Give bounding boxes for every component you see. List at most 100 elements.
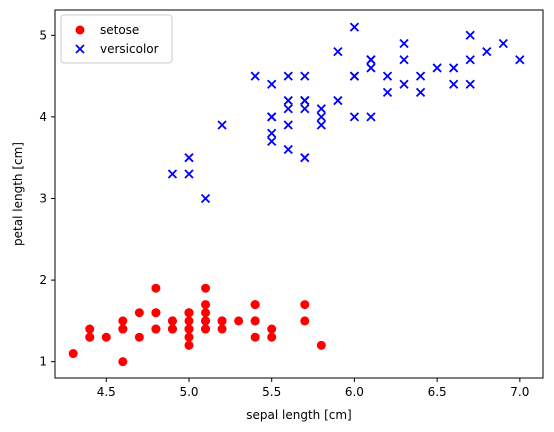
data-point-versicolor: [316, 104, 326, 114]
data-point-setose: [250, 316, 260, 326]
data-point-versicolor: [300, 153, 310, 163]
legend-symbol-versicolor: [75, 44, 85, 54]
legend-box: [60, 14, 173, 64]
x-tick-label: 6.0: [345, 385, 364, 399]
x-tick-label: 5.5: [262, 385, 281, 399]
data-point-setose: [184, 316, 194, 326]
legend-label-setose: setose: [100, 23, 139, 37]
data-point-versicolor: [498, 38, 508, 49]
data-point-versicolor: [300, 104, 310, 114]
data-point-setose: [101, 332, 111, 342]
y-tick-label: 5: [39, 28, 47, 42]
data-point-versicolor: [283, 104, 293, 114]
data-point-versicolor: [250, 71, 260, 81]
series-setose: [68, 283, 326, 367]
data-point-setose: [201, 300, 211, 310]
data-point-setose: [184, 332, 194, 342]
data-point-versicolor: [267, 112, 277, 122]
y-axis-ticks: 1 2 3 4 5: [39, 28, 55, 369]
data-point-setose: [151, 324, 161, 334]
data-point-versicolor: [283, 144, 293, 155]
data-point-versicolor: [415, 71, 426, 81]
data-point-versicolor: [349, 112, 360, 122]
data-point-setose: [184, 324, 194, 334]
x-tick-label: 5.0: [179, 385, 198, 399]
legend-label-versicolor: versicolor: [100, 42, 159, 56]
data-point-versicolor: [267, 79, 277, 89]
x-axis-label: sepal length [cm]: [246, 408, 351, 422]
data-point-setose: [167, 324, 177, 334]
data-point-setose: [184, 340, 194, 350]
data-point-versicolor: [316, 120, 326, 130]
data-point-versicolor: [415, 87, 426, 98]
data-point-versicolor: [399, 38, 409, 49]
data-point-versicolor: [349, 22, 360, 32]
data-point-setose: [151, 283, 161, 293]
data-point-versicolor: [465, 55, 475, 65]
data-point-versicolor: [316, 112, 326, 122]
data-point-versicolor: [449, 63, 459, 73]
data-point-setose: [267, 324, 277, 334]
data-point-versicolor: [366, 55, 376, 65]
legend-marker-versicolor: [75, 44, 85, 54]
data-point-setose: [118, 324, 128, 334]
data-point-versicolor: [267, 128, 277, 138]
data-point-setose: [234, 316, 244, 326]
data-point-versicolor: [333, 46, 343, 57]
data-point-versicolor: [465, 30, 475, 40]
data-point-versicolor: [465, 79, 475, 89]
data-point-versicolor: [184, 169, 194, 179]
data-point-versicolor: [283, 95, 293, 106]
data-point-versicolor: [399, 55, 409, 65]
data-point-setose: [250, 332, 260, 342]
data-point-versicolor: [217, 120, 227, 130]
data-point-versicolor: [184, 153, 194, 163]
data-point-versicolor: [482, 46, 492, 57]
legend-entry-versicolor: versicolor: [75, 42, 159, 56]
data-point-setose: [85, 332, 95, 342]
data-point-setose: [134, 332, 144, 342]
legend-marker-setose: [75, 25, 85, 35]
data-point-versicolor: [300, 71, 310, 81]
data-point-setose: [300, 316, 310, 326]
data-point-versicolor: [167, 169, 178, 179]
data-point-versicolor: [432, 63, 442, 73]
data-point-versicolor: [333, 95, 343, 106]
data-point-versicolor: [366, 112, 376, 122]
data-point-setose: [267, 332, 277, 342]
data-point-versicolor: [515, 55, 525, 65]
data-point-versicolor: [349, 71, 360, 81]
data-point-versicolor: [449, 79, 459, 89]
series-versicolor: [167, 22, 525, 204]
data-point-versicolor: [366, 63, 376, 73]
data-point-setose: [201, 308, 211, 318]
data-point-setose: [300, 300, 310, 310]
y-axis-label: petal length [cm]: [11, 142, 25, 246]
y-tick-label: 4: [39, 110, 47, 124]
legend: setose versicolor: [60, 14, 173, 64]
x-tick-label: 6.5: [428, 385, 447, 399]
plot-area: [55, 10, 543, 378]
data-point-versicolor: [399, 79, 409, 89]
y-tick-label: 2: [39, 273, 47, 287]
y-tick-label: 1: [39, 355, 47, 369]
data-point-setose: [201, 316, 211, 326]
data-point-setose: [201, 324, 211, 334]
data-point-versicolor: [283, 71, 293, 81]
data-points: [68, 22, 525, 367]
data-point-versicolor: [300, 95, 310, 106]
data-point-setose: [250, 300, 260, 310]
data-point-versicolor: [382, 87, 393, 98]
data-point-setose: [217, 324, 227, 334]
data-point-setose: [68, 349, 78, 359]
data-point-versicolor: [283, 120, 293, 130]
legend-entries: setose versicolor: [75, 23, 159, 56]
data-point-setose: [217, 316, 227, 326]
data-point-setose: [201, 283, 211, 293]
axes-frame: [54, 9, 544, 379]
data-point-setose: [118, 357, 128, 367]
data-point-setose: [316, 340, 326, 350]
legend-symbol-setose: [75, 25, 85, 35]
data-point-setose: [151, 308, 161, 318]
